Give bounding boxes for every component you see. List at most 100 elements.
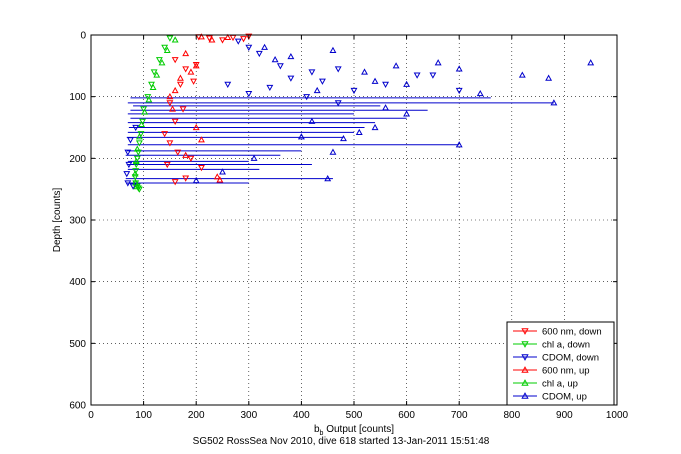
data-point [135, 133, 143, 140]
data-marks [123, 33, 595, 193]
legend-box [506, 321, 615, 406]
data-point [123, 171, 131, 178]
data-point [271, 56, 279, 63]
data-point [429, 72, 437, 79]
data-point [182, 49, 190, 57]
series-3 [166, 33, 232, 183]
data-point [324, 175, 332, 182]
data-point [403, 80, 411, 87]
data-point [150, 69, 158, 76]
data-point [303, 94, 311, 101]
data-point [171, 36, 179, 43]
legend-label: CDOM, down [542, 353, 599, 364]
data-point [455, 87, 463, 95]
data-point [125, 161, 133, 169]
chart-footer: SG502 RossSea Nov 2010, dive 618 started… [193, 436, 490, 447]
data-point [266, 84, 274, 92]
data-point [135, 140, 143, 147]
data-point [455, 65, 463, 72]
x-tick-label: 800 [503, 410, 520, 421]
data-point [182, 66, 190, 73]
data-point [455, 141, 463, 148]
data-point [587, 59, 595, 66]
data-point [382, 104, 390, 111]
data-point [187, 155, 195, 162]
y-tick-label: 300 [69, 216, 86, 227]
data-point [153, 71, 161, 78]
x-tick-label: 100 [135, 410, 152, 421]
data-point [245, 33, 253, 40]
data-point [392, 62, 400, 69]
data-point [166, 140, 174, 147]
y-tick-label: 200 [69, 154, 86, 165]
data-point [224, 81, 232, 88]
data-point [413, 72, 421, 79]
y-tick-label: 400 [69, 277, 86, 288]
x-tick-label: 0 [88, 410, 94, 421]
data-point [313, 86, 321, 94]
x-axis-label: bb Output [counts] [314, 424, 394, 437]
x-tick-label: 900 [556, 410, 573, 421]
data-point [166, 93, 174, 100]
data-point [287, 52, 295, 60]
data-point [198, 165, 205, 172]
data-point [141, 108, 149, 115]
data-point [171, 118, 179, 125]
data-point [434, 59, 442, 66]
x-tick-label: 700 [451, 410, 468, 421]
data-point [127, 137, 134, 144]
x-tick-label: 500 [346, 410, 363, 421]
data-point [213, 173, 221, 180]
legend-marker [521, 379, 529, 386]
data-point [129, 183, 137, 190]
data-point [224, 33, 232, 41]
data-point [182, 175, 190, 182]
data-point [276, 63, 284, 70]
data-point [371, 123, 379, 131]
data-point [216, 176, 224, 183]
data-point [145, 96, 153, 103]
data-point [124, 149, 132, 156]
data-point [174, 149, 182, 156]
data-point [133, 145, 141, 152]
data-point [166, 100, 174, 107]
data-point [219, 168, 226, 175]
data-point [240, 36, 247, 43]
data-point [308, 69, 316, 76]
data-point [132, 157, 140, 164]
data-point [169, 105, 176, 112]
data-point [329, 46, 337, 53]
legend-label: 600 nm, up [542, 366, 590, 377]
data-point [208, 36, 216, 43]
data-point [297, 133, 305, 140]
data-point [287, 75, 295, 82]
data-point [124, 180, 132, 187]
data-point [403, 110, 411, 117]
data-point [518, 71, 526, 78]
data-point [198, 33, 205, 40]
data-point [176, 74, 184, 81]
data-point [163, 46, 171, 53]
data-point [334, 66, 342, 73]
data-point [179, 106, 187, 113]
data-point [250, 154, 258, 161]
data-point [334, 100, 342, 107]
data-point [245, 91, 253, 98]
x-tick-label: 300 [240, 410, 257, 421]
data-point [190, 78, 198, 85]
data-point [158, 59, 166, 66]
y-tick-label: 500 [69, 339, 86, 350]
data-point [149, 83, 157, 90]
x-tick-label: 400 [293, 410, 310, 421]
data-point [550, 99, 558, 106]
data-point [219, 37, 226, 44]
data-point [261, 43, 269, 50]
data-point [171, 86, 179, 94]
data-point [182, 151, 190, 158]
data-point [545, 74, 553, 81]
y-tick-label: 600 [69, 401, 86, 412]
data-point [229, 34, 237, 42]
data-point [171, 179, 179, 186]
legend-marker [521, 366, 529, 373]
